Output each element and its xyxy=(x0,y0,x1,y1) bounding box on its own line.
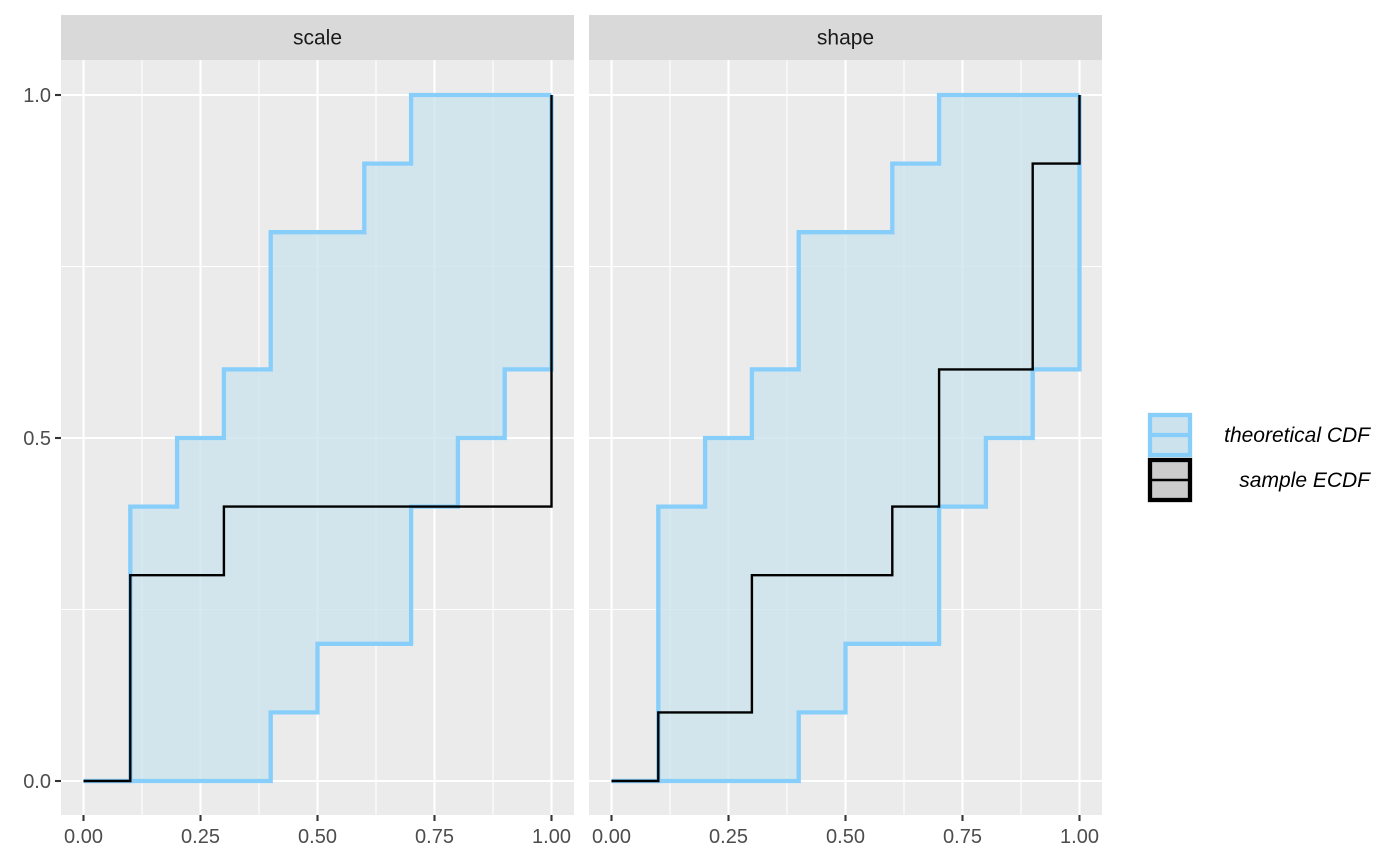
y-tick-label: 1.0 xyxy=(23,85,51,107)
facet-panel-scale: scale 0.00 0.25 0.50 0.75 1.00 xyxy=(61,15,574,848)
sample-ecdf-line xyxy=(83,95,553,783)
facet-strip-scale xyxy=(61,15,574,60)
facet-strip-label: scale xyxy=(293,27,342,50)
legend-label-sample-ecdf: sample ECDF xyxy=(1239,469,1371,492)
x-tick-label: 1.00 xyxy=(1060,826,1099,848)
facet-panel-shape: shape 0.00 0.25 0.50 0.75 1.00 xyxy=(589,15,1102,848)
x-tick-label: 0.50 xyxy=(298,826,337,848)
y-tick-label: 0.5 xyxy=(23,428,51,450)
theoretical-cdf-lower xyxy=(611,95,1082,784)
x-tick-label: 0.00 xyxy=(64,826,103,848)
x-tick-label: 0.75 xyxy=(415,826,454,848)
facet-strip-label: shape xyxy=(817,27,874,50)
x-tick-label: 0.25 xyxy=(709,826,748,848)
y-tick-label: 0.0 xyxy=(23,771,51,793)
sample-ecdf-line xyxy=(611,95,1081,783)
x-tick-label: 0.25 xyxy=(181,826,220,848)
x-tick-label: 0.50 xyxy=(826,826,865,848)
theoretical-cdf-band xyxy=(611,95,1080,781)
theoretical-cdf-upper xyxy=(611,92,1080,784)
facet-strip-shape xyxy=(589,15,1102,60)
x-tick-label: 1.00 xyxy=(532,826,571,848)
theoretical-cdf-upper xyxy=(83,92,552,784)
x-tick-label: 0.75 xyxy=(943,826,982,848)
legend-label-theoretical-cdf: theoretical CDF xyxy=(1224,424,1371,447)
theoretical-cdf-band xyxy=(83,95,552,781)
theoretical-cdf-lower xyxy=(83,95,554,784)
x-tick-label: 0.00 xyxy=(592,826,631,848)
legend: theoretical CDF sample ECDF xyxy=(1147,412,1371,503)
